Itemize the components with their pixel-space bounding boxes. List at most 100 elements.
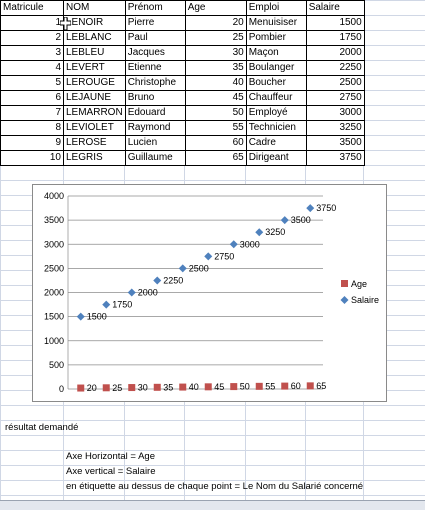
cell-prenom[interactable]: Pierre bbox=[124, 15, 186, 31]
data-point-age bbox=[281, 382, 289, 390]
cell-emploi[interactable]: Maçon bbox=[245, 45, 307, 61]
cell-emploi[interactable]: Dirigeant bbox=[245, 150, 307, 166]
header-matricule[interactable]: Matricule bbox=[0, 0, 64, 16]
y-tick-label: 3000 bbox=[44, 239, 64, 249]
data-label: 1750 bbox=[112, 300, 132, 310]
cell-nom[interactable]: LEROSE bbox=[63, 135, 126, 151]
header-row: Matricule NOM Prénom Age Emploi Salaire bbox=[0, 0, 365, 16]
cell-nom[interactable]: LEROUGE bbox=[63, 75, 126, 91]
header-age[interactable]: Age bbox=[184, 0, 247, 16]
cell-emploi[interactable]: Employé bbox=[245, 105, 307, 121]
cell-prenom[interactable]: Jacques bbox=[124, 45, 186, 61]
cell-salaire[interactable]: 1750 bbox=[305, 30, 365, 46]
cell-age[interactable]: 30 bbox=[184, 45, 247, 61]
cell-age[interactable]: 25 bbox=[184, 30, 247, 46]
cell-prenom[interactable]: Bruno bbox=[124, 90, 186, 106]
data-label: 3250 bbox=[265, 227, 285, 237]
cell-nom[interactable]: LEVIOLET bbox=[63, 120, 126, 136]
cell-matricule[interactable]: 8 bbox=[0, 120, 64, 136]
header-prenom[interactable]: Prénom bbox=[124, 0, 186, 16]
cell-emploi[interactable]: Cadre bbox=[245, 135, 307, 151]
cell-emploi[interactable]: Menuisiser bbox=[245, 15, 307, 31]
cell-matricule[interactable]: 2 bbox=[0, 30, 64, 46]
sheet-tab-bar[interactable] bbox=[0, 500, 425, 510]
cell-age[interactable]: 40 bbox=[184, 75, 247, 91]
data-label: 3750 bbox=[316, 203, 336, 213]
data-point-salaire bbox=[127, 288, 136, 297]
cell-prenom[interactable]: Raymond bbox=[124, 120, 186, 136]
data-label: 2500 bbox=[189, 263, 209, 273]
cell-matricule[interactable]: 6 bbox=[0, 90, 64, 106]
cell-age[interactable]: 20 bbox=[184, 15, 247, 31]
cell-salaire[interactable]: 3000 bbox=[305, 105, 365, 121]
cell-prenom[interactable]: Paul bbox=[124, 30, 186, 46]
cell-prenom[interactable]: Lucien bbox=[124, 135, 186, 151]
y-tick-label: 2500 bbox=[44, 263, 64, 273]
cell-salaire[interactable]: 3750 bbox=[305, 150, 365, 166]
cell-age[interactable]: 60 bbox=[184, 135, 247, 151]
cell-matricule[interactable]: 1 bbox=[0, 15, 64, 31]
cell-nom[interactable]: LEGRIS bbox=[63, 150, 126, 166]
cell-nom[interactable]: LEVERT bbox=[63, 60, 126, 76]
data-point-salaire bbox=[255, 228, 264, 237]
table-row: 6 LEJAUNE Bruno 45 Chauffeur 2750 bbox=[0, 90, 365, 106]
cell-prenom[interactable]: Christophe bbox=[124, 75, 186, 91]
data-point-age bbox=[255, 382, 263, 390]
data-label: 25 bbox=[112, 383, 122, 393]
data-point-salaire bbox=[280, 216, 289, 225]
header-salaire[interactable]: Salaire bbox=[305, 0, 365, 16]
header-emploi[interactable]: Emploi bbox=[245, 0, 307, 16]
cell-age[interactable]: 35 bbox=[184, 60, 247, 76]
data-point-age bbox=[306, 382, 314, 390]
cell-nom[interactable]: LEBLEU bbox=[63, 45, 126, 61]
cell-salaire[interactable]: 2250 bbox=[305, 60, 365, 76]
scatter-chart[interactable]: 0 500 1000 1500 2000 2500 3000 3500 4000 20 25 30 35… bbox=[32, 184, 387, 402]
cell-matricule[interactable]: 3 bbox=[0, 45, 64, 61]
cell-emploi[interactable]: Technicien bbox=[245, 120, 307, 136]
legend-label-salaire: Salaire bbox=[351, 295, 379, 305]
data-point-salaire bbox=[76, 312, 85, 321]
cross-cursor-icon bbox=[60, 17, 71, 30]
cell-emploi[interactable]: Boulanger bbox=[245, 60, 307, 76]
cell-salaire[interactable]: 3500 bbox=[305, 135, 365, 151]
data-label: 40 bbox=[189, 382, 199, 392]
cell-nom[interactable]: LENOIR bbox=[63, 15, 126, 31]
cell-nom[interactable]: LEMARRON bbox=[63, 105, 126, 121]
cell-nom[interactable]: LEBLANC bbox=[63, 30, 126, 46]
cell-matricule[interactable]: 7 bbox=[0, 105, 64, 121]
axe-horizontal-note: Axe Horizontal = Age bbox=[66, 451, 155, 462]
cell-emploi[interactable]: Chauffeur bbox=[245, 90, 307, 106]
data-point-salaire bbox=[153, 276, 162, 285]
data-point-salaire bbox=[178, 264, 187, 273]
cell-age[interactable]: 50 bbox=[184, 105, 247, 121]
cell-age[interactable]: 45 bbox=[184, 90, 247, 106]
cell-salaire[interactable]: 2500 bbox=[305, 75, 365, 91]
cell-matricule[interactable]: 4 bbox=[0, 60, 64, 76]
data-label: 20 bbox=[87, 383, 97, 393]
data-label: 50 bbox=[240, 382, 250, 392]
cell-matricule[interactable]: 5 bbox=[0, 75, 64, 91]
cell-salaire[interactable]: 1500 bbox=[305, 15, 365, 31]
table-row: 8 LEVIOLET Raymond 55 Technicien 3250 bbox=[0, 120, 365, 136]
cell-emploi[interactable]: Boucher bbox=[245, 75, 307, 91]
cell-matricule[interactable]: 9 bbox=[0, 135, 64, 151]
header-nom[interactable]: NOM bbox=[63, 0, 126, 16]
cell-age[interactable]: 55 bbox=[184, 120, 247, 136]
cell-prenom[interactable]: Etienne bbox=[124, 60, 186, 76]
employee-table: Matricule NOM Prénom Age Emploi Salaire … bbox=[0, 0, 365, 166]
cell-nom[interactable]: LEJAUNE bbox=[63, 90, 126, 106]
cell-salaire[interactable]: 3250 bbox=[305, 120, 365, 136]
data-label: 2000 bbox=[138, 288, 158, 298]
cell-prenom[interactable]: Edouard bbox=[124, 105, 186, 121]
legend-marker-age bbox=[341, 280, 348, 287]
cell-emploi[interactable]: Pombier bbox=[245, 30, 307, 46]
data-point-age bbox=[102, 384, 110, 392]
cell-salaire[interactable]: 2750 bbox=[305, 90, 365, 106]
cell-matricule[interactable]: 10 bbox=[0, 150, 64, 166]
data-label: 2250 bbox=[163, 275, 183, 285]
table-row: 4 LEVERT Etienne 35 Boulanger 2250 bbox=[0, 60, 365, 76]
cell-salaire[interactable]: 2000 bbox=[305, 45, 365, 61]
cell-prenom[interactable]: Guillaume bbox=[124, 150, 186, 166]
y-tick-label: 2000 bbox=[44, 288, 64, 298]
cell-age[interactable]: 65 bbox=[184, 150, 247, 166]
